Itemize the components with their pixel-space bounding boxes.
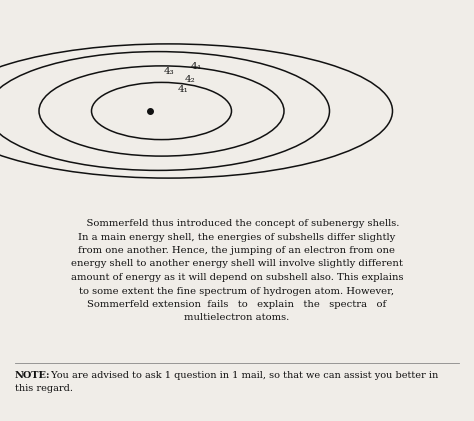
Text: Sommerfeld thus introduced the concept of subenergy shells.: Sommerfeld thus introduced the concept o… (74, 219, 400, 228)
Text: 4₁: 4₁ (178, 85, 188, 94)
Text: 4₃: 4₃ (164, 67, 174, 76)
Text: In a main energy shell, the energies of subshells differ slightly: In a main energy shell, the energies of … (78, 232, 396, 242)
Text: You are advised to ask 1 question in 1 mail, so that we can assist you better in: You are advised to ask 1 question in 1 m… (48, 371, 438, 380)
Text: this regard.: this regard. (15, 384, 73, 393)
Text: Sommerfeld extension  fails   to   explain   the   spectra   of: Sommerfeld extension fails to explain th… (87, 300, 387, 309)
Text: multielectron atoms.: multielectron atoms. (184, 314, 290, 322)
Text: energy shell to another energy shell will involve slightly different: energy shell to another energy shell wil… (71, 259, 403, 269)
Text: amount of energy as it will depend on subshell also. This explains: amount of energy as it will depend on su… (71, 273, 403, 282)
Text: from one another. Hence, the jumping of an electron from one: from one another. Hence, the jumping of … (79, 246, 395, 255)
Text: to some extent the fine spectrum of hydrogen atom. However,: to some extent the fine spectrum of hydr… (80, 287, 394, 296)
Text: 4₂: 4₂ (184, 75, 195, 83)
Text: NOTE:: NOTE: (15, 371, 51, 380)
Text: 4₄: 4₄ (190, 62, 201, 71)
